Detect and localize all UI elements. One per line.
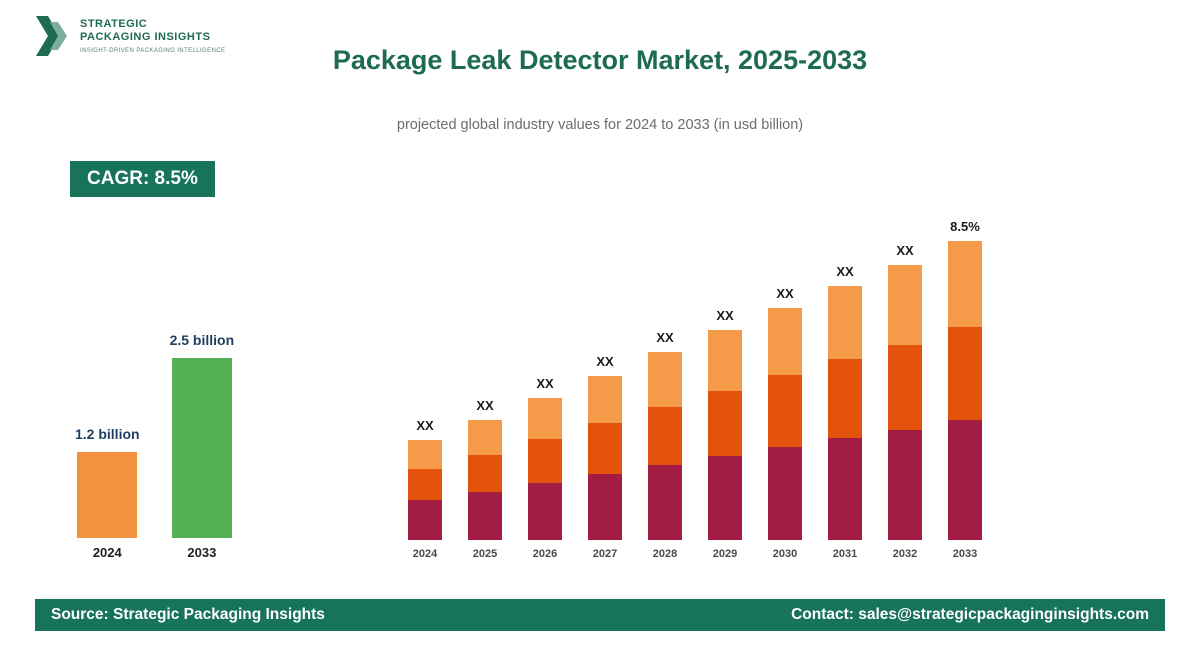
stacked-bar-rect	[588, 376, 622, 540]
segment-middle	[648, 407, 682, 465]
summary-bar-rect	[77, 452, 138, 538]
stacked-bar-year-label: 2029	[712, 548, 738, 560]
stacked-bar-2033: 8.5% 2033	[948, 219, 982, 560]
summary-bar-year-label: 2024	[92, 545, 122, 560]
stacked-bar-2027: XX 2027	[588, 354, 622, 560]
segment-bottom	[888, 430, 922, 540]
stacked-bar-value-label: XX	[836, 264, 854, 279]
stacked-bar-year-label: 2033	[952, 548, 978, 560]
stacked-bar-value-label: 8.5%	[950, 219, 980, 234]
segment-bottom	[408, 500, 442, 540]
stacked-bar-rect	[648, 352, 682, 540]
segment-top	[888, 265, 922, 345]
segment-middle	[708, 391, 742, 456]
segment-top	[708, 330, 742, 391]
segment-middle	[528, 439, 562, 483]
stacked-bar-value-label: XX	[416, 418, 434, 433]
segment-middle	[468, 455, 502, 492]
stacked-bar-2028: XX 2028	[648, 330, 682, 560]
brand-logo-text: STRATEGIC PACKAGING INSIGHTS INSIGHT-DRI…	[80, 14, 225, 54]
summary-bar-value-label: 1.2 billion	[75, 426, 140, 442]
segment-middle	[768, 375, 802, 447]
page-title: Package Leak Detector Market, 2025-2033	[332, 45, 868, 75]
stacked-bar-value-label: XX	[596, 354, 614, 369]
summary-bar-year-label: 2033	[187, 545, 217, 560]
stacked-bar-rect	[468, 420, 502, 540]
stacked-bar-2030: XX 2030	[768, 286, 802, 560]
segment-middle	[888, 345, 922, 430]
segment-top	[468, 420, 502, 455]
segment-middle	[948, 327, 982, 420]
segment-bottom	[468, 492, 502, 540]
footer-bar: Source: Strategic Packaging Insights Con…	[35, 599, 1165, 631]
segment-bottom	[828, 438, 862, 540]
stacked-bar-2029: XX 2029	[708, 308, 742, 560]
segment-top	[828, 286, 862, 359]
stacked-bar-year-label: 2031	[832, 548, 858, 560]
segment-bottom	[648, 465, 682, 540]
summary-bar-2033: 2.5 billion 2033	[170, 332, 235, 560]
segment-bottom	[708, 456, 742, 540]
cagr-badge: CAGR: 8.5%	[70, 161, 215, 197]
segment-top	[648, 352, 682, 407]
summary-growth-chart: 1.2 billion 2024 2.5 billion 2033	[75, 332, 234, 560]
segment-top	[408, 440, 442, 469]
stacked-bar-rect	[408, 440, 442, 540]
segment-top	[948, 241, 982, 327]
summary-bar-2024: 1.2 billion 2024	[75, 426, 140, 560]
segment-bottom	[768, 447, 802, 540]
segment-bottom	[588, 474, 622, 540]
stacked-bar-rect	[708, 330, 742, 540]
stacked-bar-year-label: 2027	[592, 548, 618, 560]
stacked-bar-year-label: 2025	[472, 548, 498, 560]
segment-top	[528, 398, 562, 439]
summary-bar-value-label: 2.5 billion	[169, 332, 235, 348]
footer-contact: Contact: sales@strategicpackaginginsight…	[791, 606, 1149, 623]
stacked-bar-chart: XX 2024 XX 2025 XX 2026 XX 2027 XX 2028 XX 2029 XX 20…	[408, 219, 982, 560]
stacked-bar-value-label: XX	[896, 243, 914, 258]
chevron-logo-icon	[34, 14, 72, 63]
stacked-bar-rect	[948, 241, 982, 540]
stacked-bar-rect	[828, 286, 862, 540]
stacked-bar-value-label: XX	[536, 376, 554, 391]
stacked-bar-2024: XX 2024	[408, 418, 442, 560]
brand-tagline: INSIGHT-DRIVEN PACKAGING INTELLIGENCE	[80, 48, 226, 54]
footer-source: Source: Strategic Packaging Insights	[51, 606, 325, 623]
segment-bottom	[948, 420, 982, 540]
stacked-bar-year-label: 2030	[772, 548, 798, 560]
stacked-bar-value-label: XX	[716, 308, 734, 323]
segment-middle	[828, 359, 862, 438]
stacked-bar-year-label: 2024	[412, 548, 438, 560]
stacked-bar-value-label: XX	[476, 398, 494, 413]
stacked-bar-2031: XX 2031	[828, 264, 862, 560]
brand-name-line2: PACKAGING INSIGHTS	[80, 31, 211, 43]
page-subtitle: projected global industry values for 202…	[396, 117, 804, 133]
stacked-bar-2025: XX 2025	[468, 398, 502, 560]
brand-logo: STRATEGIC PACKAGING INSIGHTS INSIGHT-DRI…	[34, 14, 225, 63]
stacked-bar-value-label: XX	[656, 330, 674, 345]
summary-bar-rect	[171, 358, 232, 538]
stacked-bar-year-label: 2028	[652, 548, 678, 560]
segment-bottom	[528, 483, 562, 540]
segment-middle	[588, 423, 622, 474]
stacked-bar-rect	[528, 398, 562, 540]
brand-name-line1: STRATEGIC	[80, 18, 148, 30]
stacked-bar-rect	[768, 308, 802, 540]
segment-top	[588, 376, 622, 423]
stacked-bar-2026: XX 2026	[528, 376, 562, 560]
segment-top	[768, 308, 802, 375]
segment-middle	[408, 469, 442, 500]
stacked-bar-value-label: XX	[776, 286, 794, 301]
stacked-bar-year-label: 2032	[892, 548, 918, 560]
stacked-bar-2032: XX 2032	[888, 243, 922, 560]
stacked-bar-year-label: 2026	[532, 548, 558, 560]
stacked-bar-rect	[888, 265, 922, 540]
